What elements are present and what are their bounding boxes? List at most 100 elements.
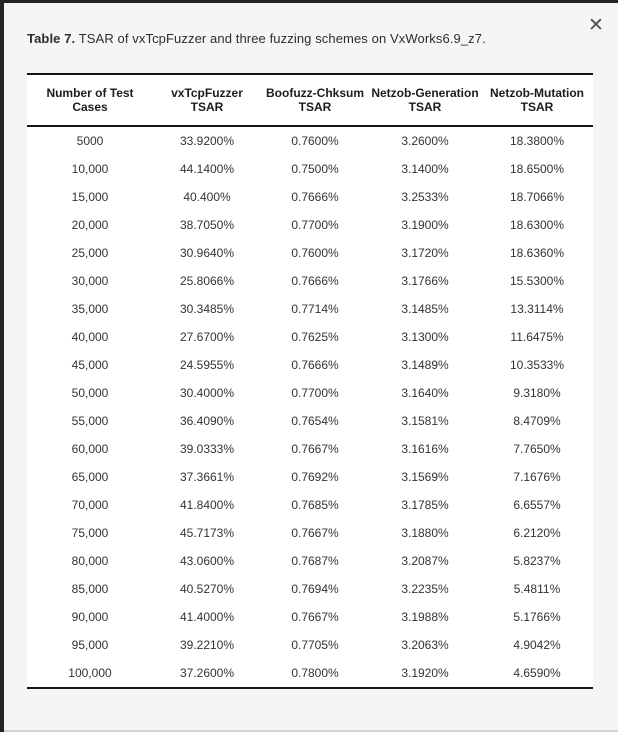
close-icon: ✕ [588, 14, 604, 36]
test-cases-cell: 55,000 [71, 414, 109, 428]
tsar-value-cell: 3.2087% [401, 554, 449, 568]
table-row: 100,000 37.2600% 0.7800% 3.1920% 4.6590% [27, 659, 593, 688]
tsar-value-cell: 3.1880% [401, 526, 449, 540]
table-body: 5000 33.9200% 0.7600% 3.2600% 18.3800% 10,000… [27, 126, 593, 688]
tsar-value-cell: 27.6700% [179, 330, 235, 344]
tsar-value-cell: 3.2533% [401, 190, 449, 204]
tsar-value-cell: 24.5955% [179, 358, 235, 372]
tsar-value-cell: 0.7500% [291, 162, 339, 176]
tsar-value-cell: 0.7700% [291, 218, 339, 232]
tsar-value-cell: 0.7667% [291, 610, 339, 624]
tsar-value-cell: 3.1640% [401, 386, 449, 400]
test-cases-cell: 30,000 [71, 274, 109, 288]
tsar-value-cell: 18.6360% [509, 246, 565, 260]
table-row: 70,000 41.8400% 0.7685% 3.1785% 6.6557% [27, 491, 593, 519]
tsar-value-cell: 33.9200% [179, 134, 235, 148]
tsar-value-cell: 39.0333% [179, 442, 235, 456]
tsar-value-cell: 13.3114% [510, 302, 564, 316]
tsar-value-cell: 3.1785% [401, 498, 449, 512]
test-cases-cell: 65,000 [71, 470, 109, 484]
tsar-value-cell: 36.4090% [179, 414, 235, 428]
tsar-value-cell: 0.7667% [291, 442, 339, 456]
tsar-value-cell: 0.7654% [291, 414, 339, 428]
test-cases-cell: 5000 [76, 134, 104, 148]
tsar-value-cell: 6.6557% [513, 498, 561, 512]
tsar-value-cell: 0.7705% [291, 638, 339, 652]
tsar-value-cell: 15.5300% [509, 274, 565, 288]
test-cases-cell: 40,000 [71, 330, 109, 344]
tsar-value-cell: 4.6590% [513, 666, 561, 680]
table-dialog: ✕ Table 7. TSAR of vxTcpFuzzer and three… [4, 3, 618, 732]
test-cases-cell: 85,000 [71, 582, 109, 596]
tsar-value-cell: 30.4000% [179, 386, 235, 400]
tsar-value-cell: 18.3800% [509, 134, 565, 148]
table-row: 40,000 27.6700% 0.7625% 3.1300% 11.6475% [27, 323, 593, 351]
tsar-value-cell: 0.7666% [291, 190, 339, 204]
tsar-value-cell: 9.3180% [513, 386, 561, 400]
tsar-value-cell: 3.1616% [401, 442, 449, 456]
test-cases-cell: 100,000 [68, 666, 112, 680]
tsar-value-cell: 37.2600% [179, 666, 235, 680]
tsar-value-cell: 40.400% [183, 190, 231, 204]
tsar-value-cell: 43.0600% [179, 554, 235, 568]
test-cases-cell: 45,000 [71, 358, 109, 372]
tsar-value-cell: 3.2063% [401, 638, 449, 652]
column-header-line1: Netzob-Mutation [490, 86, 584, 100]
tsar-value-cell: 3.1581% [401, 414, 449, 428]
test-cases-cell: 35,000 [71, 302, 109, 316]
tsar-value-cell: 39.2210% [179, 638, 235, 652]
tsar-value-cell: 41.8400% [179, 498, 235, 512]
tsar-value-cell: 3.1300% [401, 330, 449, 344]
tsar-value-cell: 3.1485% [401, 302, 449, 316]
tsar-value-cell: 30.3485% [179, 302, 235, 316]
table-caption: Table 7. TSAR of vxTcpFuzzer and three f… [27, 31, 486, 46]
tsar-value-cell: 3.1988% [401, 610, 449, 624]
table-row: 75,000 45.7173% 0.7667% 3.1880% 6.2120% [27, 519, 593, 547]
tsar-value-cell: 5.4811% [513, 582, 561, 596]
column-header-line1: Boofuzz-Chksum [266, 86, 364, 100]
column-header-netzob-generation: Netzob-Generation TSAR [369, 74, 481, 127]
tsar-value-cell: 0.7625% [291, 330, 339, 344]
column-header-line1: Number of Test Cases [46, 86, 134, 114]
tsar-value-cell: 0.7687% [291, 554, 339, 568]
table-row: 95,000 39.2210% 0.7705% 3.2063% 4.9042% [27, 631, 593, 659]
test-cases-cell: 90,000 [71, 610, 109, 624]
tsar-value-cell: 0.7714% [291, 302, 339, 316]
tsar-value-cell: 11.6475% [510, 330, 564, 344]
close-button[interactable]: ✕ [582, 11, 610, 39]
table-row: 25,000 30.9640% 0.7600% 3.1720% 18.6360% [27, 239, 593, 267]
test-cases-cell: 95,000 [71, 638, 109, 652]
table-row: 80,000 43.0600% 0.7687% 3.2087% 5.8237% [27, 547, 593, 575]
column-header-netzob-mutation: Netzob-Mutation TSAR [481, 74, 593, 127]
tsar-value-cell: 41.4000% [179, 610, 235, 624]
tsar-value-cell: 3.2235% [401, 582, 449, 596]
table-row: 50,000 30.4000% 0.7700% 3.1640% 9.3180% [27, 379, 593, 407]
tsar-value-cell: 3.1489% [401, 358, 449, 372]
column-header-line2: TSAR [298, 100, 332, 114]
table-caption-text: TSAR of vxTcpFuzzer and three fuzzing sc… [78, 31, 486, 46]
tsar-value-cell: 30.9640% [179, 246, 235, 260]
table-row: 35,000 30.3485% 0.7714% 3.1485% 13.3114% [27, 295, 593, 323]
tsar-value-cell: 6.2120% [513, 526, 561, 540]
tsar-value-cell: 10.3533% [509, 358, 565, 372]
table-row: 15,000 40.400% 0.7666% 3.2533% 18.7066% [27, 183, 593, 211]
tsar-value-cell: 4.9042% [513, 638, 561, 652]
tsar-value-cell: 18.6500% [509, 162, 565, 176]
tsar-value-cell: 3.1400% [401, 162, 449, 176]
tsar-value-cell: 5.1766% [513, 610, 561, 624]
column-header-boofuzz-chksum: Boofuzz-Chksum TSAR [261, 74, 369, 127]
test-cases-cell: 50,000 [71, 386, 109, 400]
data-table: Number of Test Cases vxTcpFuzzer TSAR Bo… [27, 73, 593, 689]
table-row: 30,000 25.8066% 0.7666% 3.1766% 15.5300% [27, 267, 593, 295]
test-cases-cell: 80,000 [71, 554, 109, 568]
column-header-vxtcpfuzzer: vxTcpFuzzer TSAR [153, 74, 261, 127]
table-row: 65,000 37.3661% 0.7692% 3.1569% 7.1676% [27, 463, 593, 491]
tsar-value-cell: 3.1920% [401, 666, 449, 680]
table-header: Number of Test Cases vxTcpFuzzer TSAR Bo… [27, 74, 593, 127]
test-cases-cell: 10,000 [71, 162, 109, 176]
tsar-value-cell: 18.7066% [509, 190, 565, 204]
test-cases-cell: 60,000 [71, 442, 109, 456]
tsar-value-cell: 0.7685% [291, 498, 339, 512]
column-header-line2: TSAR [190, 100, 224, 114]
tsar-value-cell: 3.1720% [401, 246, 449, 260]
